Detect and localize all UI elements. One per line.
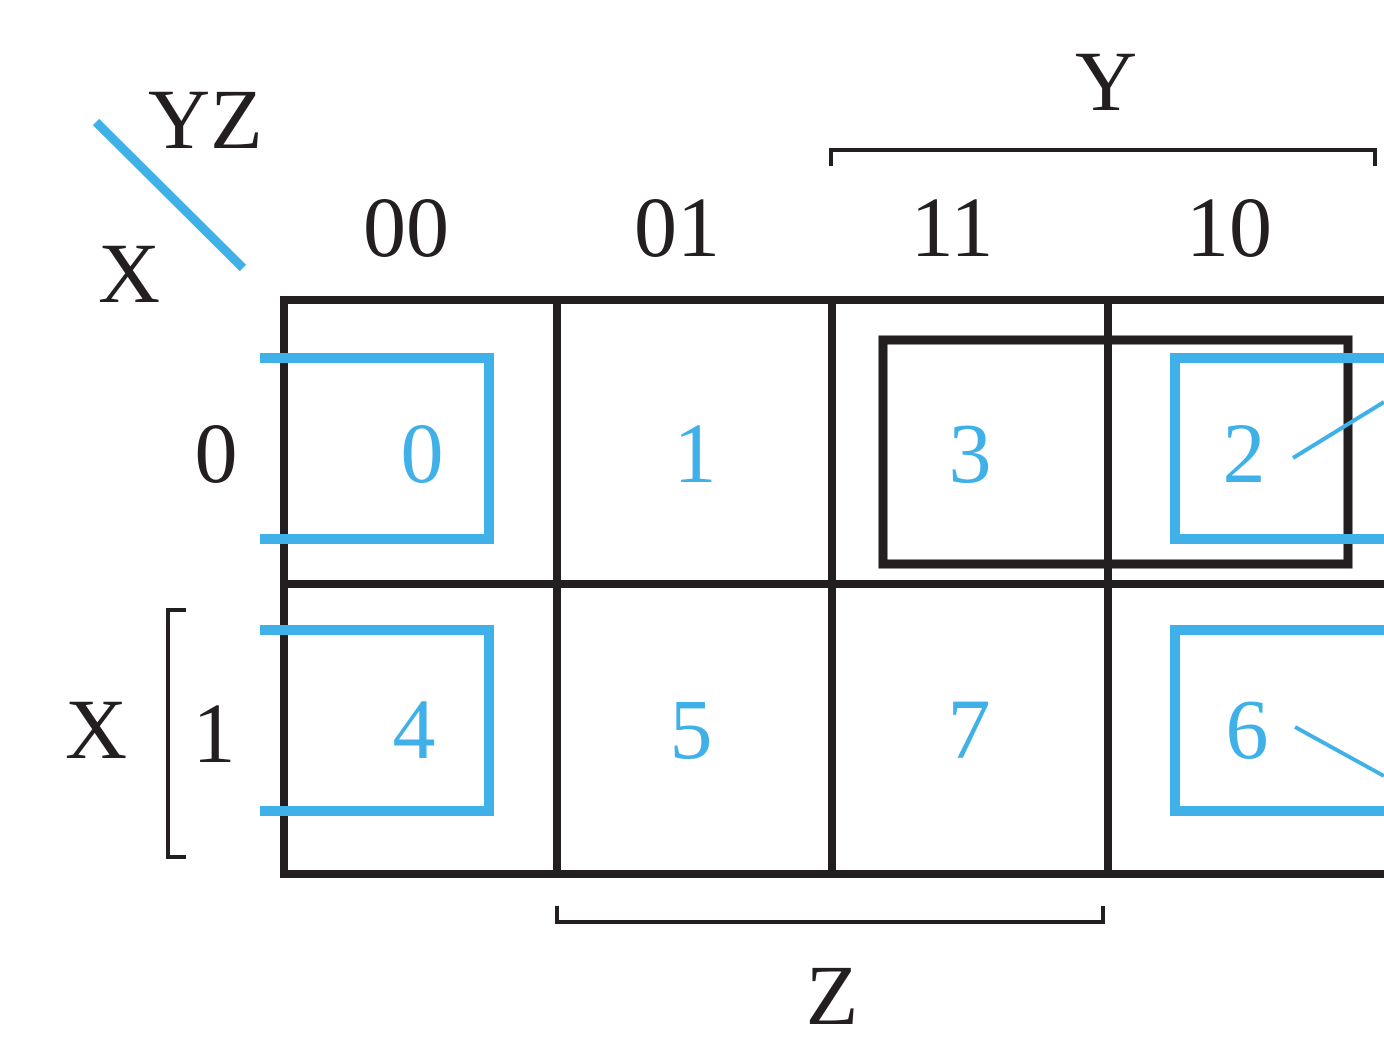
group-box-cells-3-2 — [878, 335, 1353, 569]
column-header-11: 11 — [911, 179, 994, 275]
y-bracket — [829, 148, 1377, 166]
wrap-group-cell-4 — [260, 625, 494, 816]
z-bracket — [555, 906, 1105, 924]
corner-diagonal — [92, 118, 247, 272]
z-label: Z — [806, 947, 859, 1043]
cell-number-2: 2 — [1223, 405, 1266, 501]
leader-line-cell-6 — [1294, 725, 1384, 778]
column-header-01: 01 — [634, 179, 720, 275]
column-header-00: 00 — [363, 179, 449, 275]
row-header-0: 0 — [195, 405, 238, 501]
wrap-group-cell-2 — [1170, 353, 1384, 544]
cell-number-5: 5 — [670, 681, 713, 777]
y-label: Y — [1075, 33, 1137, 129]
row-header-1: 1 — [193, 685, 236, 781]
cell-number-1: 1 — [674, 405, 717, 501]
cell-number-4: 4 — [393, 681, 436, 777]
corner-label-yz: YZ — [148, 71, 263, 167]
wrap-group-cell-0 — [260, 353, 494, 544]
cell-number-7: 7 — [948, 681, 991, 777]
cell-number-0: 0 — [401, 405, 444, 501]
x-label: X — [65, 681, 127, 777]
cell-number-3: 3 — [949, 405, 992, 501]
column-header-10: 10 — [1186, 179, 1272, 275]
x-bracket — [166, 608, 186, 859]
leader-line-cell-2 — [1291, 400, 1384, 460]
cell-number-6: 6 — [1226, 681, 1269, 777]
wrap-group-cell-6 — [1170, 625, 1384, 816]
corner-label-x: X — [98, 225, 160, 321]
